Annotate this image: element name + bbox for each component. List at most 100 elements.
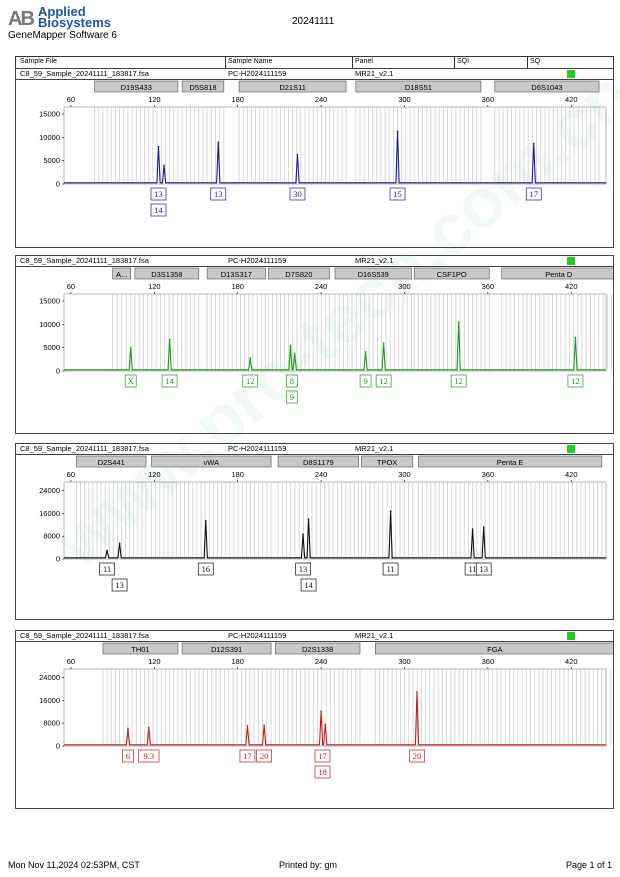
peak-point (396, 130, 399, 133)
plot-frame (63, 668, 607, 747)
x-tick-label: 420 (565, 282, 578, 291)
sample-name: PC-H2024111159 (228, 256, 287, 265)
x-tick-label: 300 (398, 95, 411, 104)
col-sample-name: Sample Name (228, 58, 273, 65)
plot-frame (63, 293, 607, 372)
allele-box (138, 749, 160, 763)
allele-box (256, 749, 272, 763)
allele-box (375, 374, 392, 388)
marker-bar (418, 455, 603, 468)
sample-info-row: C8_59_Sample_20241111_183817.fsa PC-H202… (16, 631, 613, 642)
allele-label: 14 (165, 376, 174, 386)
allele-label: 8 (290, 376, 294, 386)
peak-point (293, 352, 296, 355)
peak-point (127, 727, 129, 730)
allele-label: 20 (260, 751, 269, 761)
y-tick-label: 5000 (43, 343, 60, 352)
marker-label: Penta D (545, 270, 573, 279)
column-divider (454, 57, 455, 68)
signal-trace (64, 691, 606, 746)
logo-mark: AB (8, 8, 35, 30)
x-tick-label: 60 (67, 657, 75, 666)
software-name: GeneMapper Software 6 (8, 30, 117, 41)
allele-label: 13 (214, 189, 223, 199)
allele-box (300, 578, 317, 592)
y-tick-label: 10000 (39, 133, 60, 142)
y-tick-label: 8000 (43, 719, 60, 728)
panel-name: MR21_v2.1 (355, 256, 394, 265)
peak-point (106, 549, 108, 552)
allele-box (242, 374, 259, 388)
panel-name: MR21_v2.1 (355, 631, 394, 640)
electropherogram-blue: D19S433 D5S818 D21S11 D18S51 D6S1043 60 120 180… (39, 80, 607, 217)
marker-bar (94, 80, 179, 93)
marker-label: A... (116, 270, 127, 279)
x-tick-label: 120 (148, 470, 161, 479)
y-tick-label: 5000 (43, 156, 60, 165)
marker-label: D8S1179 (303, 458, 334, 467)
x-tick-label: 180 (231, 657, 244, 666)
allele-label: 20 (413, 751, 422, 761)
marker-label: D2S1338 (302, 645, 333, 654)
panel-green: C8_59_Sample_20241111_183817.fsa PC-H202… (15, 255, 614, 434)
marker-label: D2S441 (98, 458, 125, 467)
x-tick-label: 60 (67, 282, 75, 291)
allele-box (314, 765, 331, 779)
peak-point (302, 533, 304, 535)
peak-point (217, 141, 220, 143)
allele-label: 9 (363, 376, 367, 386)
allele-label: 11 (103, 564, 111, 574)
peak-point (249, 357, 252, 359)
sample-name: PC-H2024111159 (228, 444, 287, 453)
print-datetime: Mon Nov 11,2024 02:53PM, CST (8, 860, 140, 870)
allele-box (150, 203, 167, 217)
allele-label: 30 (293, 189, 302, 199)
col-sq: SQ (530, 58, 541, 65)
marker-bar (334, 267, 412, 280)
allele-label: 11 (468, 564, 476, 574)
peak-point (296, 153, 299, 156)
marker-label: D12S391 (211, 645, 242, 654)
peak-point (471, 528, 474, 530)
sample-file: C8_59_Sample_20241111_183817.fsa (20, 631, 149, 640)
allele-label: X (128, 376, 134, 386)
allele-box (161, 374, 178, 388)
allele-label: 12 (454, 376, 463, 386)
peak-point (457, 321, 460, 323)
x-tick-label: 300 (398, 282, 411, 291)
sample-name: PC-H2024111159 (228, 69, 287, 78)
peak-point (389, 510, 392, 512)
x-tick-label: 120 (148, 95, 161, 104)
peak-point (129, 346, 132, 349)
marker-label: Penta E (497, 458, 524, 467)
brand-line-2: Biosystems (38, 15, 111, 30)
allele-box (475, 562, 492, 576)
peak-point (307, 518, 310, 520)
marker-bar (238, 80, 347, 93)
x-tick-label: 240 (315, 470, 328, 479)
marker-bar (274, 642, 361, 655)
peak-point (289, 344, 292, 347)
marker-label: D19S433 (121, 83, 152, 92)
marker-label: D13S317 (221, 270, 252, 279)
panel-name: MR21_v2.1 (355, 69, 394, 78)
allele-box (567, 374, 584, 388)
peak-point (324, 723, 327, 726)
peak-point (147, 726, 150, 729)
x-tick-label: 360 (482, 657, 495, 666)
allele-box (111, 578, 128, 592)
allele-box (286, 374, 298, 388)
sample-file: C8_59_Sample_20241111_183817.fsa (20, 256, 149, 265)
y-tick-label: 16000 (39, 696, 60, 705)
allele-box (359, 374, 372, 388)
allele-label: 13 (115, 580, 124, 590)
column-divider (352, 57, 353, 68)
marker-bar (413, 267, 490, 280)
allele-label: 18 (318, 767, 327, 777)
marker-bar (355, 80, 482, 93)
x-tick-label: 180 (231, 95, 244, 104)
panel-black: C8_59_Sample_20241111_183817.fsa PC-H202… (15, 443, 614, 620)
allele-label: 14 (304, 580, 313, 590)
allele-box (382, 562, 399, 576)
peak-point (532, 142, 535, 145)
